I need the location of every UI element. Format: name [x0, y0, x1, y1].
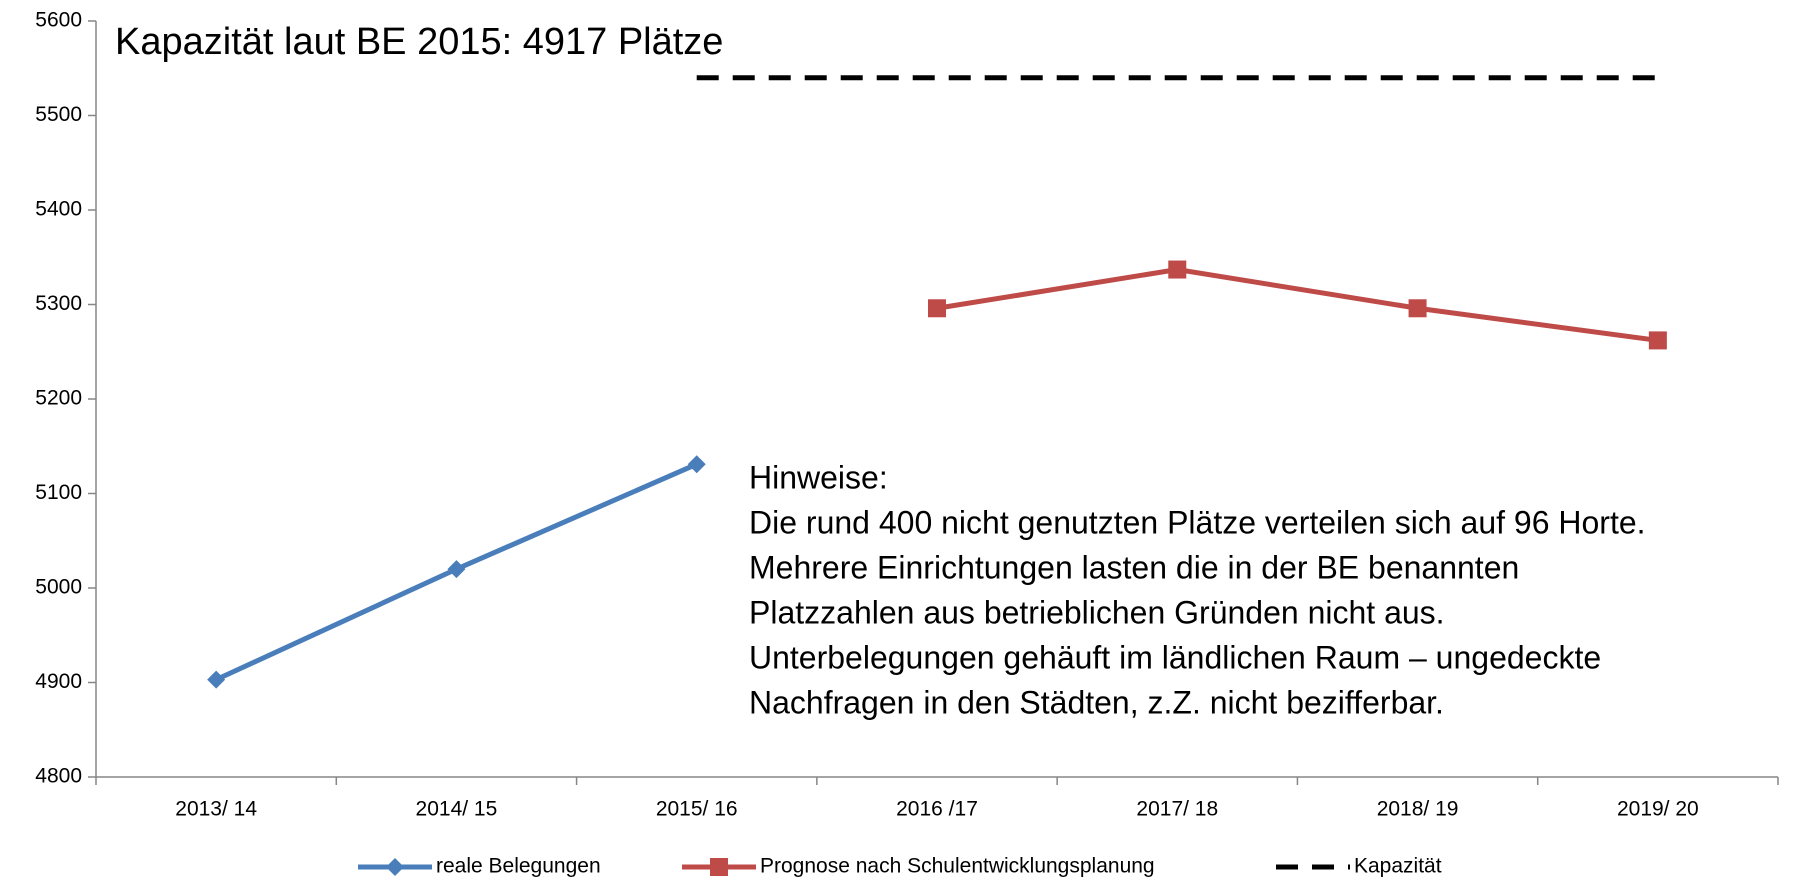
marker [1648, 331, 1667, 350]
note-line: Mehrere Einrichtungen lasten die in der … [749, 549, 1519, 585]
y-tick-label: 5300 [35, 292, 82, 315]
x-tick-label: 2019/ 20 [1617, 798, 1699, 821]
marker [207, 670, 226, 689]
legend-label: Prognose nach Schulentwicklungsplanung [760, 855, 1155, 878]
note-line: Unterbelegungen gehäuft im ländlichen Ra… [749, 639, 1601, 675]
y-tick-label: 5400 [35, 198, 82, 221]
x-tick-label: 2018/ 19 [1377, 798, 1459, 821]
marker [1408, 299, 1427, 318]
y-tick-label: 5100 [35, 481, 82, 504]
marker [687, 455, 706, 474]
marker [447, 560, 466, 579]
note-line: Hinweise: [749, 459, 888, 495]
y-tick-label: 4800 [35, 765, 82, 788]
x-tick-label: 2013/ 14 [175, 798, 257, 821]
marker [1168, 260, 1187, 279]
y-tick-label: 5500 [35, 103, 82, 126]
x-tick-label: 2014/ 15 [416, 798, 498, 821]
note-line: Platzzahlen aus betrieblichen Gründen ni… [749, 594, 1445, 630]
legend-marker [386, 858, 404, 876]
legend-label: Kapazität [1354, 855, 1442, 878]
y-tick-label: 4900 [35, 670, 82, 693]
y-tick-label: 5000 [35, 576, 82, 599]
series [928, 260, 1667, 350]
series-line [936, 267, 1659, 343]
y-tick-label: 5200 [35, 387, 82, 410]
capacity-note: Kapazität laut BE 2015: 4917 Plätze [115, 21, 723, 63]
x-tick-label: 2016 /17 [896, 798, 978, 821]
series [207, 455, 706, 689]
marker [928, 299, 946, 318]
legend: reale Belegungen Prognose nach Schulentwi… [358, 855, 1442, 878]
notes: Hinweise: Die rund 400 nicht genutzten P… [749, 459, 1646, 720]
plot: 4800 4900 5000 5100 5200 5300 5400 5500 5600 2013… [35, 9, 1779, 878]
x-tick-label: 2017/ 18 [1136, 798, 1218, 821]
legend-marker [710, 858, 728, 876]
x-tick-label: 2015/ 16 [656, 798, 738, 821]
y-tick-label: 5600 [35, 9, 82, 32]
note-line: Nachfragen in den Städten, z.Z. nicht be… [749, 684, 1444, 720]
note-line: Die rund 400 nicht genutzten Plätze vert… [749, 504, 1646, 540]
legend-label: reale Belegungen [436, 855, 601, 878]
